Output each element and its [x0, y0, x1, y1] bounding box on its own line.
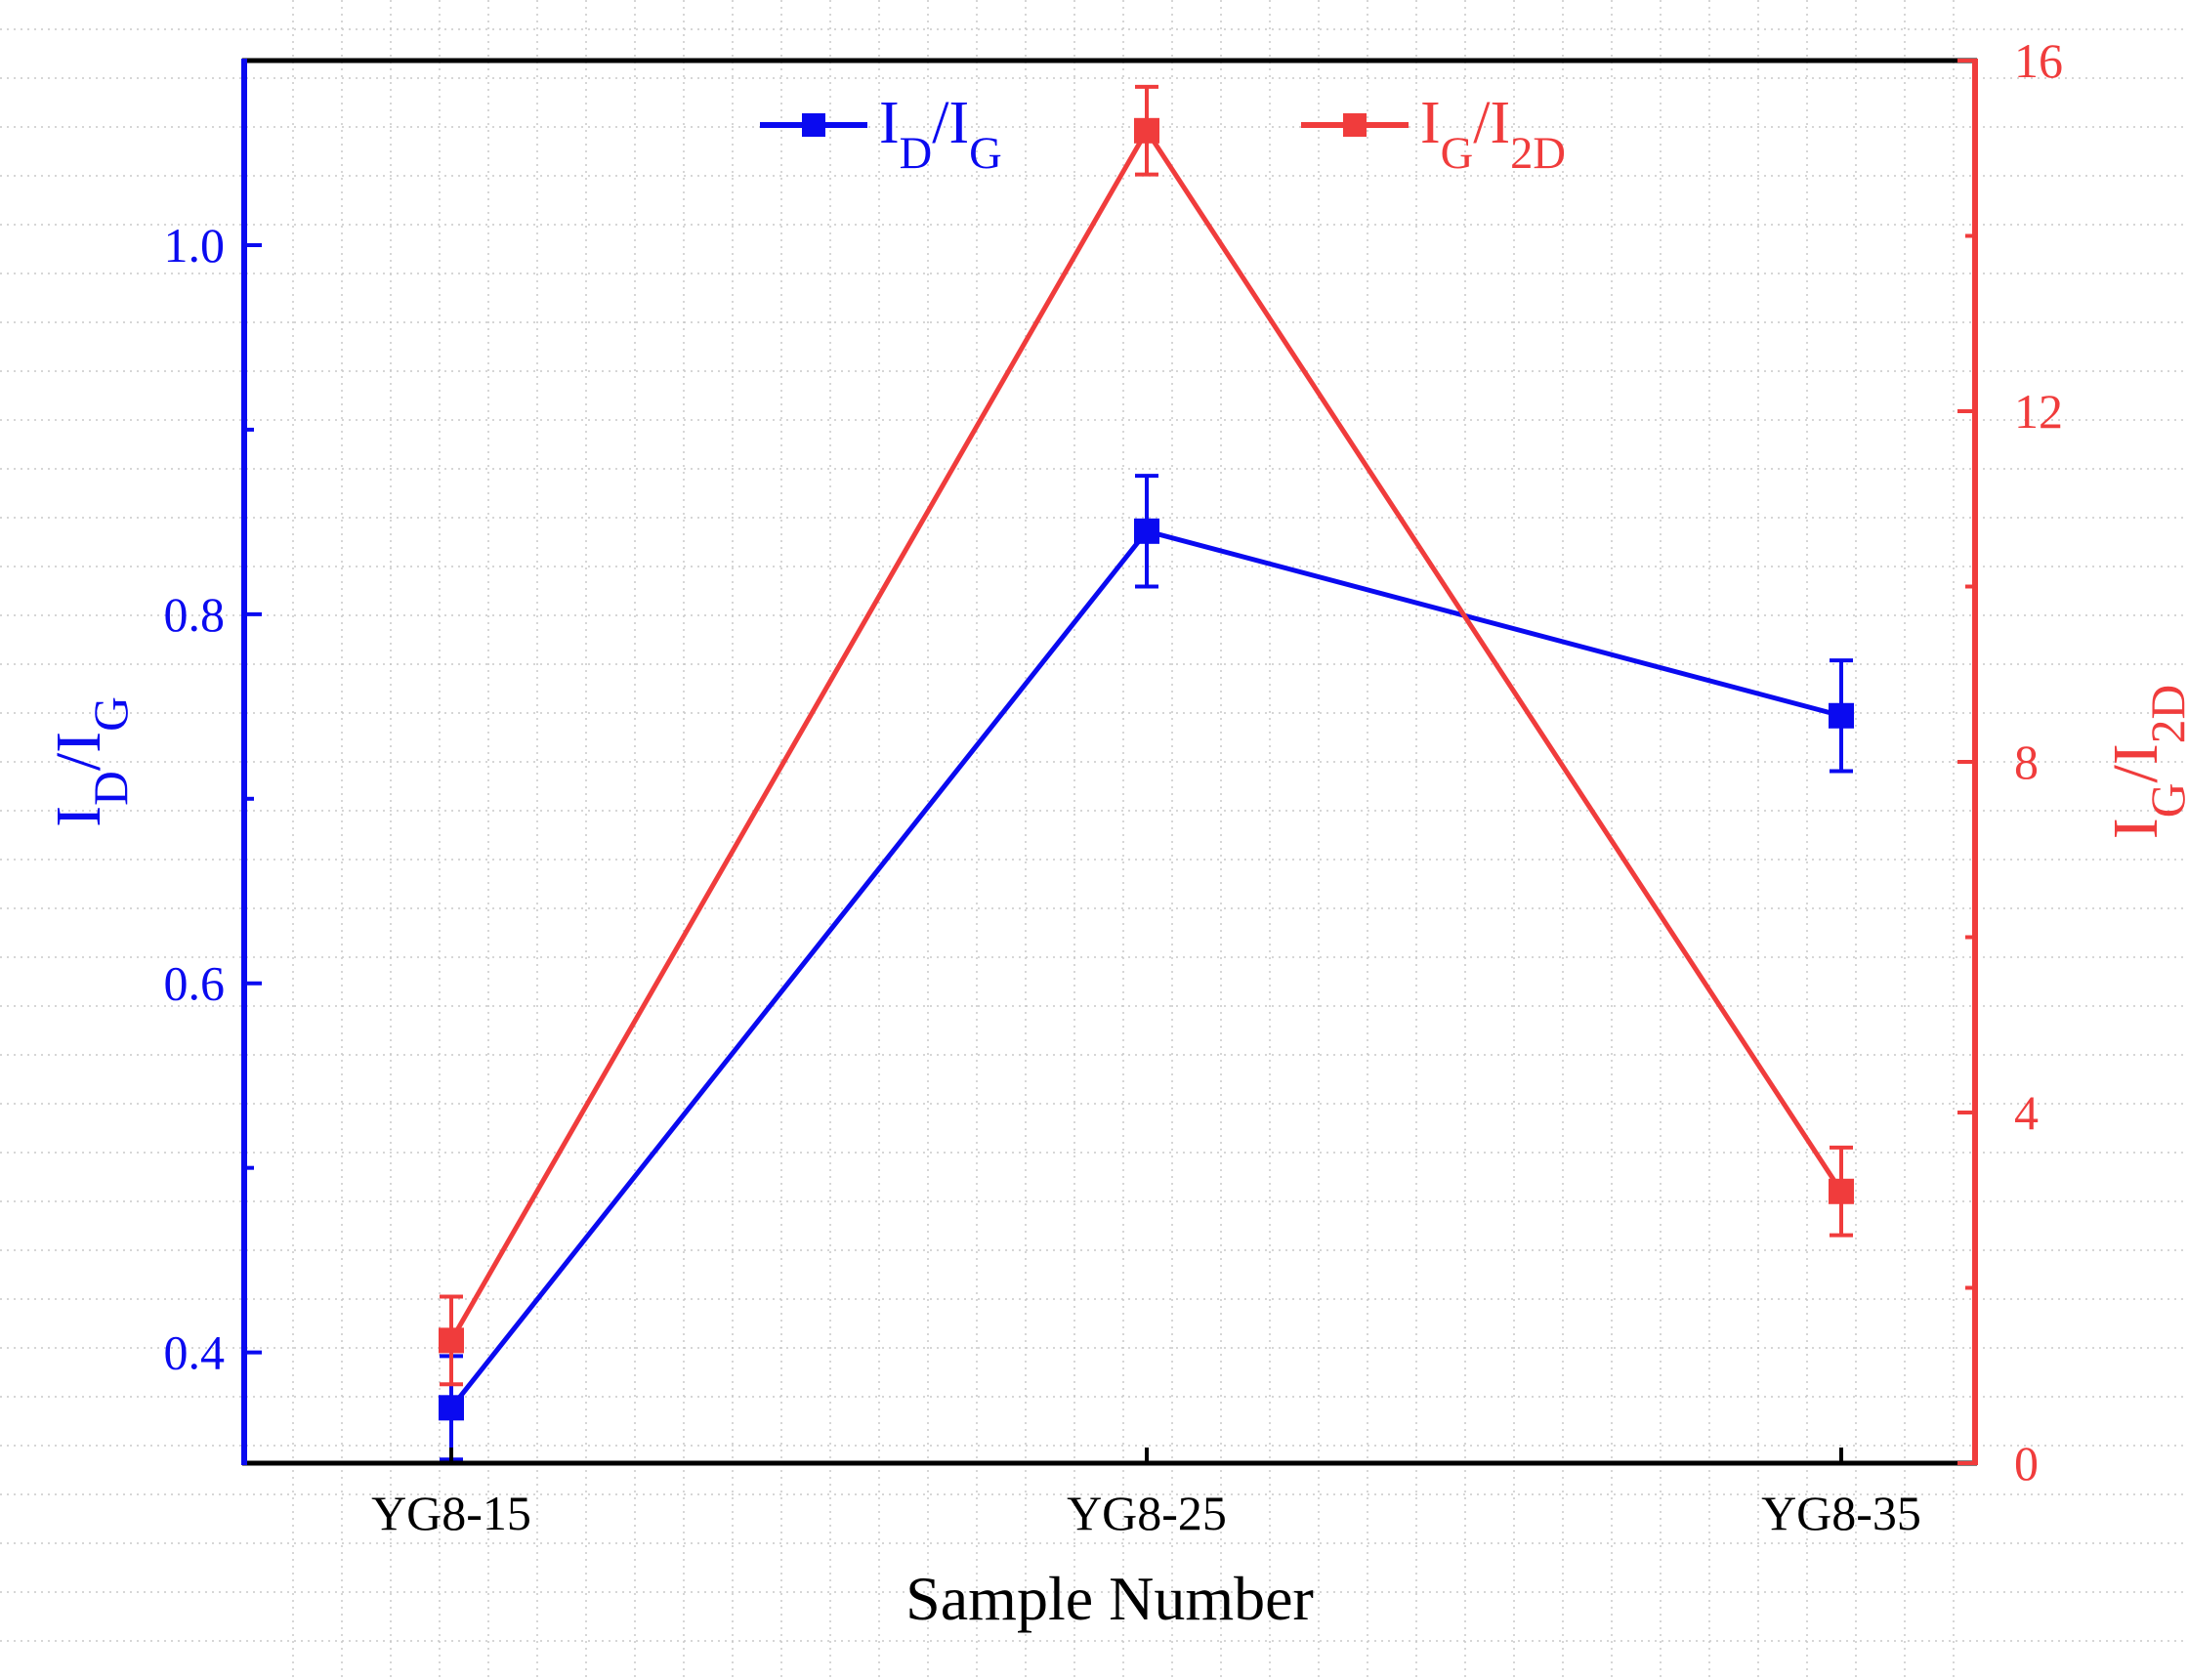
- data-point-1-0: [439, 1327, 464, 1354]
- label-part-2: /I: [932, 90, 969, 156]
- label-part-2: /I: [2100, 743, 2171, 782]
- label-part-0: I: [1420, 90, 1441, 156]
- right-tick-label-1: 4: [2014, 1085, 2039, 1140]
- left-tick-label-0: 0.4: [164, 1325, 226, 1380]
- label-part-3: 2D: [1510, 129, 1566, 179]
- left-tick-label-3: 1.0: [164, 218, 226, 273]
- right-tick-label-3: 12: [2014, 384, 2063, 439]
- frame-layer: [241, 58, 1978, 1466]
- left-tick-label-2: 0.8: [164, 587, 226, 642]
- right-tick-label-0: 0: [2014, 1436, 2039, 1491]
- right-axis-title: IG/I2D: [2100, 685, 2188, 840]
- legend-marker-1: [1343, 113, 1367, 137]
- label-part-3: 2D: [2141, 685, 2188, 744]
- data-point-0-0: [439, 1395, 464, 1421]
- label-part-3: G: [969, 129, 1002, 179]
- series-layer: [439, 84, 1854, 1462]
- data-point-0-2: [1829, 702, 1854, 729]
- legend-label-1: IG/I2D: [1420, 90, 1566, 179]
- label-part-0: I: [2100, 818, 2171, 839]
- legend-label-0: ID/IG: [879, 90, 1002, 179]
- left-axis-title: ID/IG: [43, 696, 138, 827]
- x-tick-label-1: YG8-25: [1067, 1486, 1227, 1540]
- label-part-3: G: [84, 696, 138, 732]
- label-part-1: G: [2141, 783, 2188, 819]
- data-point-1-1: [1134, 117, 1159, 144]
- text-layer: 0.4 0.6 0.8 1.0 0 4 8 12 16 YG8-15 YG8-25 YG8-35 Sam…: [43, 33, 2188, 1633]
- label-part-2: /I: [1473, 90, 1510, 156]
- right-tick-label-2: 8: [2014, 735, 2039, 789]
- label-part-2: /I: [43, 732, 114, 771]
- data-point-1-2: [1829, 1178, 1854, 1204]
- left-tick-label-1: 0.6: [164, 956, 226, 1011]
- label-part-1: G: [1441, 129, 1474, 179]
- x-tick-label-0: YG8-15: [371, 1486, 531, 1540]
- label-part-1: D: [84, 771, 138, 806]
- label-part-1: D: [900, 129, 933, 179]
- right-tick-label-4: 16: [2014, 33, 2063, 88]
- data-point-0-1: [1134, 518, 1159, 544]
- legend-marker-0: [802, 113, 825, 137]
- label-part-0: I: [879, 90, 900, 156]
- x-tick-label-2: YG8-35: [1761, 1486, 1921, 1540]
- x-axis-title: Sample Number: [905, 1564, 1314, 1633]
- label-part-0: I: [43, 806, 114, 827]
